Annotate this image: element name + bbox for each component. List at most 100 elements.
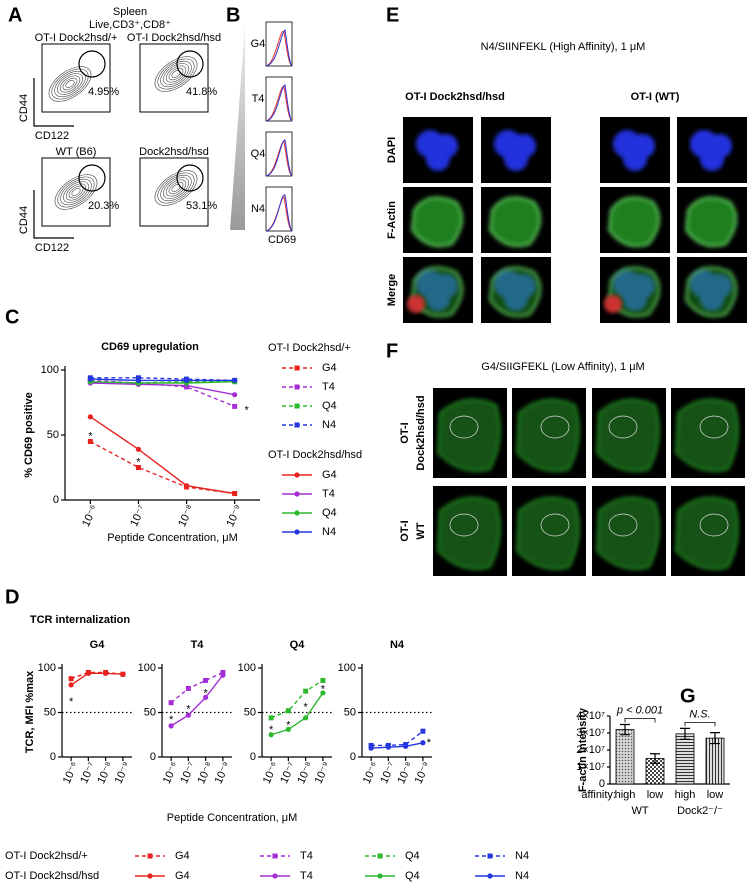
actin xyxy=(596,398,660,472)
point xyxy=(232,377,238,383)
error-bar xyxy=(650,753,660,764)
contour xyxy=(168,181,184,195)
error-bar xyxy=(680,727,690,740)
contour xyxy=(57,176,95,208)
x-prefix: affinity: xyxy=(581,789,616,801)
y-tick-label: 0 xyxy=(53,494,59,506)
contour xyxy=(163,63,189,85)
nucleus xyxy=(623,147,647,171)
legend-label: N4 xyxy=(322,526,336,538)
contour xyxy=(163,177,189,199)
legend-label: G4 xyxy=(322,362,337,374)
point xyxy=(68,682,74,688)
hist-curve xyxy=(265,141,293,177)
gate-percent: 20.3% xyxy=(88,200,119,212)
contour xyxy=(59,75,81,93)
legend-label: G4 xyxy=(175,850,190,862)
plot-title: WT (B6) xyxy=(56,146,97,158)
legend-marker xyxy=(377,873,383,879)
legend-title: OT-I Dock2hsd/hsd xyxy=(5,870,99,882)
point xyxy=(135,465,141,470)
histogram xyxy=(265,21,293,67)
axis-label: CD44 xyxy=(18,206,30,234)
bracket-label: p < 0.001 xyxy=(616,704,663,716)
outline xyxy=(608,513,638,537)
legend-label: G4 xyxy=(175,870,190,882)
row-label: WT xyxy=(415,522,427,539)
outline xyxy=(449,513,479,537)
point xyxy=(87,439,93,444)
x-axis-label: Peptide Concentration, μM xyxy=(107,532,237,544)
point xyxy=(203,694,209,700)
gate xyxy=(176,50,204,78)
series-line xyxy=(90,382,235,396)
legend-marker xyxy=(377,853,383,859)
y-tick-label: 3×10⁷ xyxy=(576,727,605,739)
gate xyxy=(78,50,106,78)
legend-title: OT-I Dock2hsd/+ xyxy=(268,342,351,354)
bracket-label: N.S. xyxy=(689,708,710,720)
point xyxy=(168,723,174,729)
actin xyxy=(489,196,541,247)
actin xyxy=(489,266,541,317)
contour xyxy=(157,58,195,90)
chart-title: CD69 upregulation xyxy=(101,341,199,353)
nucleus xyxy=(504,147,528,171)
contour xyxy=(165,179,187,197)
gate xyxy=(176,164,204,192)
contour xyxy=(157,172,195,204)
panel-letter: C xyxy=(5,306,19,328)
bracket xyxy=(624,718,656,723)
cell xyxy=(604,295,622,313)
x-tick-label: 10⁻⁹ xyxy=(113,760,133,786)
hist-curve xyxy=(265,86,293,122)
point xyxy=(285,708,291,714)
chart-title: N4 xyxy=(390,639,405,651)
x-tick-label: 10⁻⁶ xyxy=(61,760,81,786)
gate-percent: 4.95% xyxy=(88,86,119,98)
point xyxy=(232,490,238,497)
x-tick-label: 10⁻⁶ xyxy=(80,503,100,529)
y-tick-label: 100 xyxy=(41,364,59,376)
y-axis-label: F-actin Intensity xyxy=(577,707,589,792)
x-tick-label: 10⁻⁸ xyxy=(176,503,196,529)
y-tick-label: 2×10⁷ xyxy=(576,744,605,756)
contour xyxy=(154,56,198,92)
series-line xyxy=(170,674,224,727)
x-tick-label: 10⁻⁹ xyxy=(224,503,244,529)
bar xyxy=(615,729,635,785)
legend-marker xyxy=(487,853,493,859)
point xyxy=(120,671,126,677)
contour xyxy=(71,188,81,196)
actin xyxy=(411,196,463,247)
x-tick-label: 10⁻⁸ xyxy=(195,760,215,786)
bar xyxy=(705,737,725,785)
point xyxy=(385,744,391,750)
contour xyxy=(60,178,92,206)
point xyxy=(403,743,409,749)
gate-percent: 41.8% xyxy=(186,86,217,98)
y-tick-label: 100 xyxy=(38,662,56,674)
legend-marker xyxy=(147,853,153,859)
point xyxy=(420,728,426,734)
panel-header: Live,CD3⁺,CD8⁺ xyxy=(89,19,171,31)
row-label: T4 xyxy=(252,93,265,105)
significance: * xyxy=(186,703,191,715)
legend-label: T4 xyxy=(322,381,335,393)
significance: * xyxy=(203,687,208,699)
error-bar xyxy=(620,723,630,736)
x-tick-label: 10⁻⁸ xyxy=(295,760,315,786)
row-label: N4 xyxy=(251,203,265,215)
contour xyxy=(165,65,187,83)
significance: * xyxy=(245,404,250,416)
legend-label: N4 xyxy=(515,870,529,882)
point xyxy=(232,403,238,409)
point xyxy=(268,732,274,738)
actin xyxy=(596,496,660,570)
row-label: F-Actin xyxy=(386,201,398,239)
panel-letter: D xyxy=(5,586,19,608)
y-tick-label: 50 xyxy=(144,706,156,718)
x-tick-label: 10⁻⁸ xyxy=(395,760,415,786)
point xyxy=(368,745,374,751)
